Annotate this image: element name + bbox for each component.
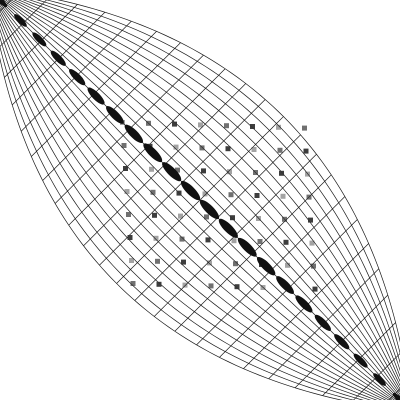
dot-marker [260,285,266,290]
dot-marker [285,262,290,268]
dot-marker [224,123,229,129]
dot-marker [283,239,289,245]
dot-marker [256,216,261,221]
dot-marker [205,237,211,243]
diagonal-ellipse [87,87,105,105]
diagonal-ellipse [143,143,163,163]
dot-marker [302,125,307,131]
dot-marker [231,238,237,244]
diagonal-ellipse [124,124,144,144]
diagonal-ellipse [106,106,124,124]
dot-marker [230,215,235,221]
dot-marker [121,143,127,148]
diagonal-ellipse [0,0,8,8]
dot-marker [123,166,128,171]
diagonal-ellipse [69,69,86,86]
dot-marker [250,124,255,129]
dot-marker [311,263,316,269]
diagonal-ellipse [14,14,27,27]
dot-marker [276,124,281,130]
diagonal-ellipse [237,237,257,257]
dot-marker [175,167,180,173]
dot-marker [178,213,183,219]
dot-marker [199,145,205,151]
dot-marker [309,240,315,246]
dot-marker [130,281,136,286]
diagonal-ellipse [353,353,368,368]
dot-marker [233,261,238,267]
dot-marker [155,258,160,264]
dot-marker [156,281,162,287]
dot-marker [257,239,263,244]
grid-line-across [116,116,284,284]
dot-marker [181,259,186,265]
dot-marker [152,212,157,218]
dot-marker [253,170,258,175]
dot-marker [150,189,156,195]
dot-marker [182,282,188,288]
dot-marker [306,194,312,200]
dot-marker [254,193,260,198]
dot-marker [201,168,206,174]
diagonal-ellipse [392,392,400,400]
diagonal-ellipse [32,32,47,47]
dot-marker [305,171,310,177]
diagonal-ellipse [334,334,350,350]
dot-marker [176,190,182,196]
dot-marker [225,146,231,152]
dot-marker [251,147,257,152]
dot-marker [277,147,283,153]
dot-marker [279,170,284,176]
dot-marker [234,284,240,290]
dot-marker [207,260,212,266]
dot-marker [282,216,287,222]
diagonal-ellipse [314,314,331,331]
diagonal-ellipse [218,218,238,238]
dot-marker [280,193,286,199]
diagonal-ellipse [199,199,220,220]
dot-marker [129,258,134,263]
dot-marker [227,169,232,175]
diagonal-ellipse [162,162,182,182]
dot-marker [208,283,214,289]
diagonal-ellipse [50,50,66,66]
diagonal-ellipse [295,295,313,313]
dot-marker [308,217,313,223]
dot-marker [126,212,131,217]
dot-marker [312,286,318,292]
diagonal-ellipse [276,276,294,294]
diagonal-ellipse [256,256,276,276]
dot-marker [172,121,177,127]
dot-marker [303,148,309,154]
dot-marker [179,236,185,242]
dot-marker [202,191,208,197]
dot-marker [149,166,154,172]
diagonal-ellipse [180,180,201,201]
diagonal-ellipse [373,373,386,386]
dot-marker [127,235,133,240]
dot-marker [173,144,179,150]
dot-marker [204,214,209,220]
dot-marker [124,189,130,194]
dot-marker [228,192,234,198]
dot-marker [153,235,159,241]
dot-marker [198,122,203,128]
dot-marker [146,120,151,126]
